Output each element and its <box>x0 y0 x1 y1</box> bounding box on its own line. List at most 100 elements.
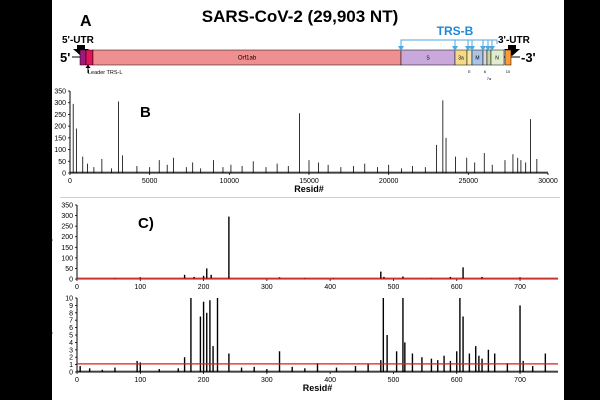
y-axis-label: c/μ <box>44 236 53 248</box>
gene-block-7a <box>486 49 492 66</box>
x-tick-label: 20000 <box>379 178 399 185</box>
y-tick-label: 50 <box>65 266 73 273</box>
chart-b: 0 50 100 150 200 250 300 350 0 5000 10000 15000 2000… <box>37 89 558 195</box>
leader-block <box>85 49 94 66</box>
gene-label-Orf1ab: Orf1ab <box>238 56 257 62</box>
gene-label-M: M <box>475 56 479 62</box>
y-tick-label: 300 <box>54 100 66 107</box>
x-tick-label: 200 <box>198 377 210 384</box>
panel-divider <box>60 197 560 198</box>
x-tick-label: 100 <box>134 284 146 291</box>
y-tick-label: 4 <box>69 340 73 347</box>
y-axis-label: c/μ <box>44 329 53 341</box>
y-tick-label: 6 <box>69 325 73 332</box>
panel-label: B <box>140 104 151 121</box>
y-tick-label: 200 <box>54 124 66 131</box>
y-tick-label: 10 <box>65 296 73 303</box>
x-tick-label: 5000 <box>142 178 158 185</box>
y-tick-label: 200 <box>61 234 73 241</box>
x-tick-label: 0 <box>75 284 79 291</box>
gene-label-N: N <box>495 56 499 62</box>
panel-label: C) <box>138 215 154 232</box>
y-tick-label: 0 <box>62 171 66 178</box>
trs-markers <box>398 39 498 51</box>
trs-b-arrow-icon-1 <box>452 46 458 51</box>
x-tick-label: 500 <box>388 284 400 291</box>
y-tick-label: 100 <box>54 147 66 154</box>
x-tick-label: 400 <box>324 284 336 291</box>
x-tick-label: 400 <box>324 377 336 384</box>
y-tick-label: 5 <box>69 333 73 340</box>
y-tick-label: 250 <box>61 224 73 231</box>
gene-label-S: S <box>426 56 430 62</box>
y-axis-label: c/μ <box>37 126 46 138</box>
y-tick-label: 0 <box>69 370 73 377</box>
x-tick-label: 25000 <box>459 178 479 185</box>
y-tick-label: 150 <box>54 135 66 142</box>
y-tick-label: 50 <box>58 159 66 166</box>
three-prime-end: -3' <box>521 50 536 65</box>
y-tick-label: 9 <box>69 303 73 310</box>
gene-label-6: 6 <box>484 69 487 74</box>
x-axis-label: Resid# <box>303 383 333 393</box>
x-tick-label: 500 <box>388 377 400 384</box>
y-tick-label: 150 <box>61 245 73 252</box>
leader-pointer-icon <box>85 64 91 68</box>
x-tick-label: 10000 <box>220 178 240 185</box>
x-tick-label: 600 <box>451 284 463 291</box>
panel-a-letter: A <box>80 13 92 30</box>
x-tick-label: 100 <box>134 377 146 384</box>
genome-diagram: A SARS-CoV-2 (29,903 NT) TRS-B 5' 5'-UTR… <box>60 7 536 81</box>
canvas-background <box>52 0 564 400</box>
five-utr-arrow-icon <box>77 45 85 52</box>
gene-block-6 <box>482 49 488 66</box>
x-axis-label: Resid# <box>294 184 324 194</box>
y-tick-label: 100 <box>61 255 73 262</box>
trs-b-arrow-icon-2 <box>465 46 471 51</box>
trs-b-arrow-icon-5 <box>485 46 491 51</box>
x-tick-label: 200 <box>198 284 210 291</box>
trs-b-arrow-icon-4 <box>480 46 486 51</box>
y-tick-label: 3 <box>69 347 73 354</box>
trs-b-arrow-icon-6 <box>489 46 495 51</box>
trs-b-arrow-icon-3 <box>469 46 475 51</box>
y-tick-label: 1 <box>69 362 73 369</box>
x-tick-label: 15000 <box>299 178 319 185</box>
chart-c-top: 0 50 100 150 200 250 300 350 0 100 200 300 400 500 600… <box>44 203 558 291</box>
x-tick-label: 0 <box>75 377 79 384</box>
five-prime-end: 5' <box>60 50 70 65</box>
y-tick-label: 350 <box>61 203 73 210</box>
x-tick-label: 700 <box>514 377 526 384</box>
gene-label-3a: 3a <box>458 56 464 62</box>
x-tick-label: 300 <box>261 377 273 384</box>
five-utr-label: 5'-UTR <box>62 35 95 46</box>
gene-block-E <box>466 49 473 66</box>
trs-b-arrow-icon-0 <box>398 46 404 51</box>
y-tick-label: 350 <box>54 89 66 96</box>
three-utr-label: 3'-UTR <box>498 35 531 46</box>
x-tick-label: 600 <box>451 377 463 384</box>
three-utr-arrow-icon <box>508 45 516 52</box>
x-tick-label: 700 <box>514 284 526 291</box>
gene-label-7a: 7a <box>487 76 492 81</box>
y-tick-label: 0 <box>69 277 73 284</box>
gene-blocks: Orf1ab S 3a E M 67a N 10 <box>92 49 512 81</box>
leader-trs-label: Leader TRS-L <box>88 70 122 76</box>
y-tick-label: 250 <box>54 112 66 119</box>
x-tick-label: 300 <box>261 284 273 291</box>
utr5-block <box>79 49 87 66</box>
x-tick-label: 0 <box>68 178 72 185</box>
trs-b-label: TRS-B <box>437 24 474 38</box>
y-tick-label: 7 <box>69 318 73 325</box>
gene-block-10 <box>504 49 512 66</box>
genome-title: SARS-CoV-2 (29,903 NT) <box>202 7 399 26</box>
gene-label-E: E <box>468 69 471 74</box>
x-tick-label: 30000 <box>538 178 558 185</box>
gene-block-N <box>490 49 505 66</box>
y-tick-label: 300 <box>61 213 73 220</box>
y-tick-label: 2 <box>69 355 73 362</box>
y-tick-label: 8 <box>69 310 73 317</box>
gene-label-10: 10 <box>506 69 511 74</box>
